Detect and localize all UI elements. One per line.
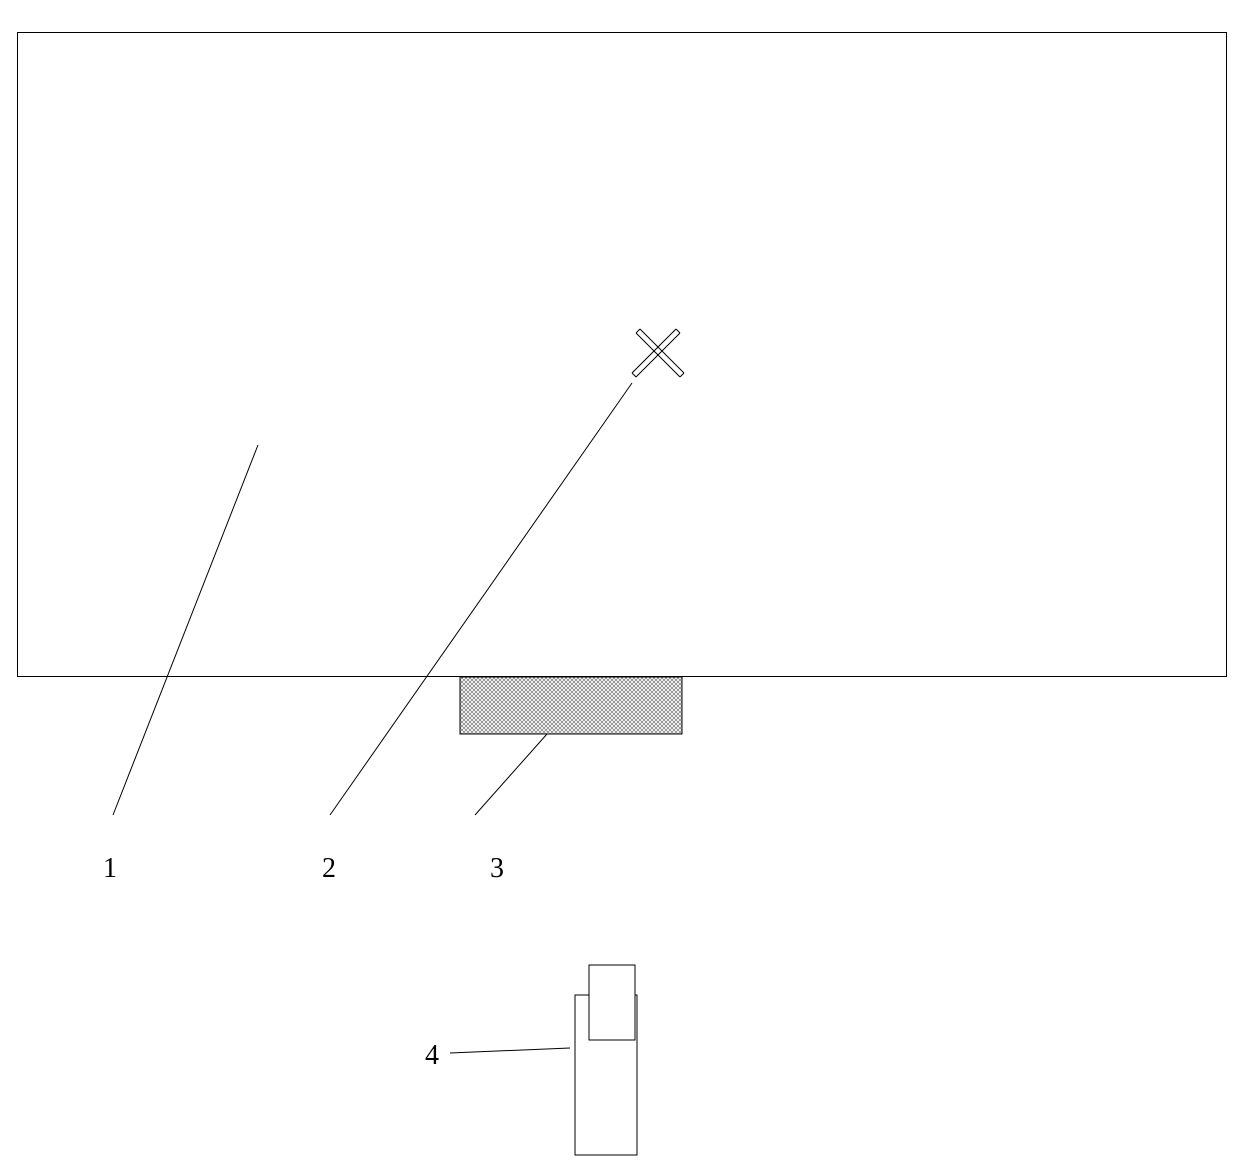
leader-line-3 [475,734,547,815]
device-top [589,965,635,1040]
device-body [575,995,637,1155]
label-2: 2 [322,853,336,885]
label-1: 1 [103,853,117,885]
hatched-rectangle [460,677,682,734]
leader-line-4 [450,1048,570,1053]
label-3: 3 [490,853,504,885]
main-rectangle [17,32,1227,677]
label-4: 4 [425,1040,439,1072]
